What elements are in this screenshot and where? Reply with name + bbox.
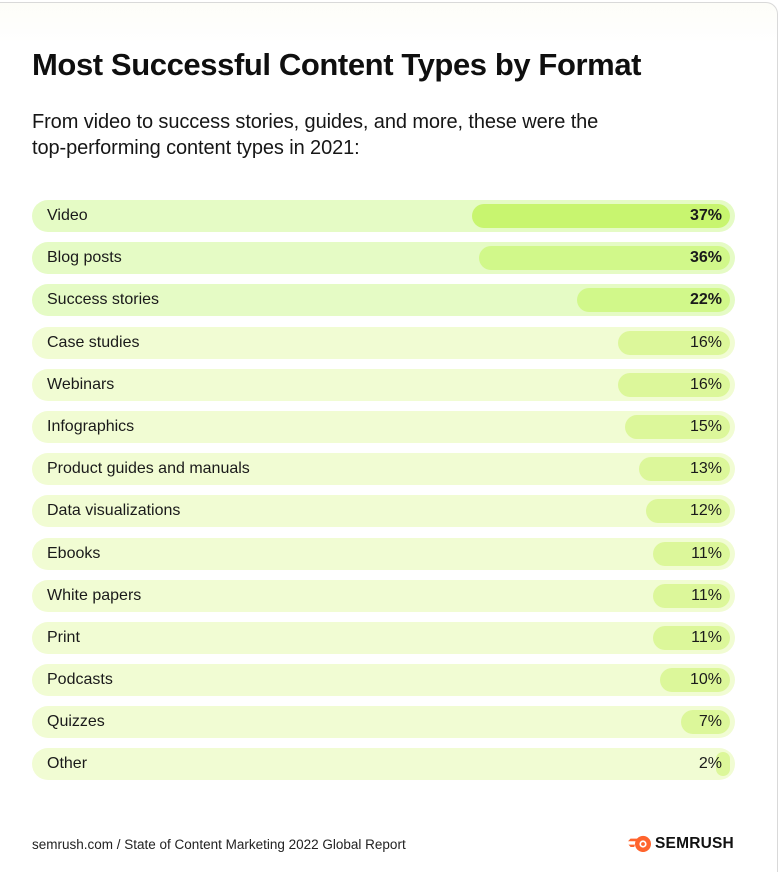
row-label: Other	[47, 755, 88, 773]
semrush-fire-icon	[628, 835, 652, 852]
chart-subtitle: From video to success stories, guides, a…	[32, 111, 599, 159]
chart-title: Most Successful Content Types by Format	[32, 47, 642, 82]
row-label: Podcasts	[47, 671, 113, 689]
chart-row: Case studies 16%	[32, 326, 735, 359]
row-label: Quizzes	[47, 713, 105, 731]
row-value: 37%	[689, 207, 722, 224]
value-bar	[653, 583, 730, 608]
chart-row: Webinars 16%	[32, 368, 735, 401]
value-bar	[660, 668, 730, 693]
row-value: 16%	[689, 375, 722, 393]
row-value: 11%	[691, 586, 722, 604]
value-bar	[472, 204, 730, 228]
value-bar	[479, 246, 730, 271]
source-citation: semrush.com / State of Content Marketing…	[32, 837, 406, 852]
row-label: Data visualizations	[47, 502, 181, 520]
chart-row: Product guides and manuals 13%	[32, 453, 735, 486]
logo-wordmark: SEMRUSH	[655, 835, 734, 852]
row-label: Ebooks	[47, 544, 101, 562]
value-bar	[716, 752, 730, 777]
row-value: 12%	[689, 502, 722, 520]
row-label: Success stories	[47, 291, 160, 309]
row-label: Product guides and manuals	[47, 460, 250, 478]
value-bar	[653, 541, 730, 566]
value-bar	[653, 625, 730, 650]
row-value: 13%	[689, 460, 722, 478]
row-value: 7%	[698, 713, 722, 731]
row-value: 11%	[691, 544, 722, 562]
row-value: 10%	[689, 671, 722, 689]
value-bar	[639, 457, 730, 482]
row-label: Case studies	[47, 333, 140, 351]
chart-row: Ebooks 11%	[32, 537, 735, 570]
row-label: Print	[47, 628, 80, 646]
bar-chart: Video 37% Blog posts 36% Success stories 22% C…	[32, 200, 735, 791]
chart-row: Podcasts 10%	[32, 664, 735, 697]
row-value: 11%	[691, 628, 722, 646]
value-bar	[646, 499, 730, 524]
row-label: White papers	[47, 586, 142, 604]
chart-row: Quizzes 7%	[32, 706, 735, 739]
chart-row: Infographics 15%	[32, 410, 735, 443]
row-label: Video	[47, 207, 88, 224]
row-value: 15%	[689, 417, 722, 435]
row-label: Infographics	[47, 417, 135, 435]
value-bar	[618, 330, 730, 355]
chart-row: Other 2%	[32, 748, 735, 781]
row-value: 22%	[689, 291, 722, 309]
chart-row: Success stories 22%	[32, 284, 735, 317]
row-label: Webinars	[47, 375, 115, 393]
semrush-logo: SEMRUSH	[626, 835, 734, 853]
row-value: 2%	[698, 755, 722, 773]
chart-row: Blog posts 36%	[32, 242, 735, 275]
row-value: 16%	[689, 333, 722, 351]
row-value: 36%	[689, 249, 722, 267]
value-bar	[577, 288, 730, 313]
chart-row: White papers 11%	[32, 579, 735, 612]
chart-row: Video 37%	[32, 200, 735, 232]
value-bar	[681, 710, 730, 735]
chart-row: Data visualizations 12%	[32, 495, 735, 528]
value-bar	[618, 372, 730, 397]
row-label: Blog posts	[47, 249, 122, 267]
value-bar	[625, 414, 730, 439]
chart-row: Print 11%	[32, 621, 735, 654]
